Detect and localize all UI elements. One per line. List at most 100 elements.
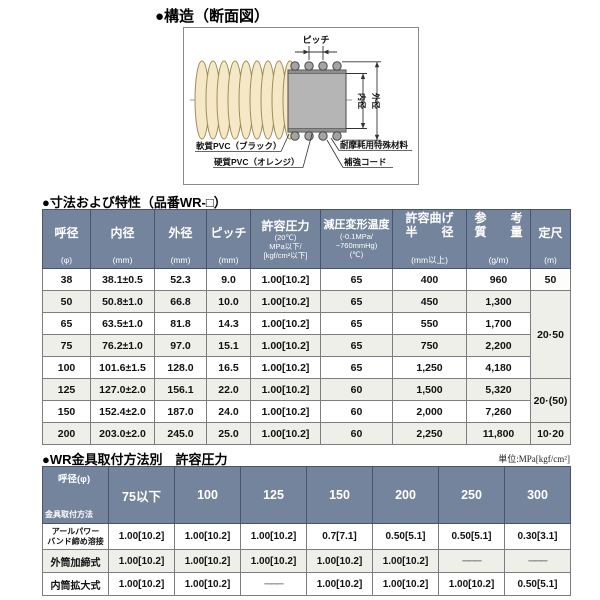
spec-row-100: 100 101.6±1.5 128.0 16.5 1.00[10.2] 65 1… [42, 356, 571, 379]
cell-pressure: 1.00[10.2] [250, 312, 321, 335]
cell-weight: 1,700 [466, 312, 531, 335]
spec-row-125: 125 127.0±2.0 156.1 22.0 1.00[10.2] 60 1… [42, 378, 571, 423]
diameter-dimensions [342, 61, 381, 141]
fitting-section-title: ●WR金具取付方法別 許容圧力 [42, 452, 228, 467]
cell-inner: 127.0±2.0 [90, 378, 155, 401]
cell-pressure: 1.00[10.2] [250, 268, 321, 291]
structure-section-title: ●構造（断面図） [155, 8, 270, 25]
fitting-col-200: 200 [372, 466, 439, 524]
cell-outer: 52.3 [154, 268, 207, 291]
fitting-cell: 1.00[10.2] [108, 549, 175, 573]
cell-outer: 66.8 [154, 290, 207, 313]
cell-bend: 450 [392, 290, 467, 313]
cell-length-merged: 20·(50) [530, 378, 571, 423]
hose-cross-section-diagram: ピッチ 内径 外径 [183, 27, 419, 185]
fitting-row-band-weld: アールパワー バンド締め溶接 1.00[10.2] 1.00[10.2] 1.0… [42, 523, 571, 550]
fitting-cell: 0.50[5.1] [438, 523, 505, 550]
cell-weight: 1,300 [466, 290, 531, 313]
fitting-cell: 1.00[10.2] [372, 549, 439, 573]
spec-row-50: 50 50.8±1.0 66.8 10.0 1.00[10.2] 65 450 … [42, 290, 571, 379]
fitting-corner-header: 呼径(φ) 金具取付方法 [42, 466, 109, 524]
fitting-row-label: 外筒加締式 [42, 549, 109, 573]
soft-pvc-label: 軟質PVC（ブラック） [196, 141, 281, 151]
cell-pitch: 10.0 [206, 290, 251, 313]
cell-inner: 50.8±1.0 [90, 290, 155, 313]
outer-diameter-label: 外径 [371, 93, 381, 109]
fitting-row-label: アールパワー バンド締め溶接 [42, 523, 109, 550]
cell-weight: 960 [466, 268, 531, 291]
callout-leader-lines [195, 133, 412, 168]
cell-outer: 97.0 [154, 334, 207, 357]
cell-dia: 200 [42, 422, 91, 445]
fitting-cell: 1.00[10.2] [108, 523, 175, 550]
spec-col-header-vacuum: 減圧変形温度 (-0.1MPa/−760mmHg) (℃) [320, 209, 393, 269]
cell-length: 50 [530, 268, 571, 291]
cell-weight: 5,320 [466, 378, 531, 401]
spec-col-header-dia: 呼径 (φ) [42, 209, 91, 269]
spec-col-header-length: 定尺 (m) [530, 209, 571, 269]
spec-row-65: 65 63.5±1.0 81.8 14.3 1.00[10.2] 65 550 … [42, 312, 571, 335]
cell-weight: 7,260 [466, 400, 531, 423]
cell-bend: 550 [392, 312, 467, 335]
cell-dia: 100 [42, 356, 91, 379]
cell-inner: 38.1±0.5 [90, 268, 155, 291]
cell-vacuum: 65 [320, 290, 393, 313]
cell-pitch: 22.0 [206, 378, 251, 401]
fitting-cell: 1.00[10.2] [240, 523, 307, 550]
cell-inner: 76.2±1.0 [90, 334, 155, 357]
cell-vacuum: 65 [320, 334, 393, 357]
hard-pvc-label: 硬質PVC（オレンジ） [214, 157, 299, 167]
cell-outer: 156.1 [154, 378, 207, 401]
cell-outer: 81.8 [154, 312, 207, 335]
cell-pressure: 1.00[10.2] [250, 422, 321, 445]
cell-pitch: 15.1 [206, 334, 251, 357]
corrugated-hose-body [194, 60, 298, 140]
cell-vacuum: 60 [320, 400, 393, 423]
cell-inner: 101.6±1.5 [90, 356, 155, 379]
reinforce-cord-label: 補強コード [343, 157, 387, 167]
fitting-cell: 1.00[10.2] [306, 549, 373, 573]
fitting-unit-note: 単位:MPa[kgf/cm²] [498, 454, 570, 464]
cell-inner: 152.4±2.0 [90, 400, 155, 423]
spec-col-header-pressure: 許容圧力 (20℃) MPa以下/[kgf/cm²以下] [250, 209, 321, 269]
cell-dia: 38 [42, 268, 91, 291]
spec-row-38: 38 38.1±0.5 52.3 9.0 1.00[10.2] 65 400 9… [42, 268, 571, 291]
spec-row-150: 150 152.4±2.0 187.0 24.0 1.00[10.2] 60 2… [42, 400, 571, 423]
cell-dia: 75 [42, 334, 91, 357]
reinforce-cord-circles [290, 61, 342, 141]
fitting-col-250: 250 [438, 466, 505, 524]
fitting-row-outer-crimp: 外筒加締式 1.00[10.2] 1.00[10.2] 1.00[10.2] 1… [42, 549, 571, 573]
cell-bend: 2,250 [392, 422, 467, 445]
cell-dia: 125 [42, 378, 91, 401]
fitting-cell: 0.50[5.1] [372, 523, 439, 550]
fitting-col-100: 100 [174, 466, 241, 524]
fitting-cell: 1.00[10.2] [372, 572, 439, 596]
cell-pitch: 9.0 [206, 268, 251, 291]
fitting-row-inner-expand: 内筒拡大式 1.00[10.2] 1.00[10.2] ─── 1.00[10.… [42, 572, 571, 596]
fitting-cell-empty: ─── [240, 572, 307, 596]
cell-vacuum: 60 [320, 422, 393, 445]
wear-material-label: 耐摩耗用特殊材料 [340, 140, 409, 150]
cell-pressure: 1.00[10.2] [250, 356, 321, 379]
cell-bend: 1,250 [392, 356, 467, 379]
cell-outer: 245.0 [154, 422, 207, 445]
cell-bend: 2,000 [392, 400, 467, 423]
cell-pressure: 1.00[10.2] [250, 400, 321, 423]
cell-length: 10·20 [530, 422, 571, 445]
cell-weight: 11,800 [466, 422, 531, 445]
fitting-row-label: 内筒拡大式 [42, 572, 109, 596]
cut-section-block [287, 69, 347, 133]
spec-col-header-weight: 参 考質 量 (g/m) [466, 209, 531, 269]
fitting-cell: 0.30[3.1] [504, 523, 571, 550]
cell-inner: 63.5±1.0 [90, 312, 155, 335]
cell-vacuum: 60 [320, 378, 393, 401]
spec-header-row: 呼径 (φ) 内径 (mm) 外径 (mm) ピッチ (mm) 許容圧力 (20℃) MPa… [42, 209, 571, 269]
spec-col-header-bend: 許容曲げ半 径 (mm以上) [392, 209, 467, 269]
cell-vacuum: 65 [320, 356, 393, 379]
cell-bend: 1,500 [392, 378, 467, 401]
cell-inner: 203.0±2.0 [90, 422, 155, 445]
fitting-cell: 1.00[10.2] [174, 523, 241, 550]
cell-length-merged: 20·50 [530, 290, 571, 379]
fitting-cell: 0.50[5.1] [504, 572, 571, 596]
cell-bend: 750 [392, 334, 467, 357]
